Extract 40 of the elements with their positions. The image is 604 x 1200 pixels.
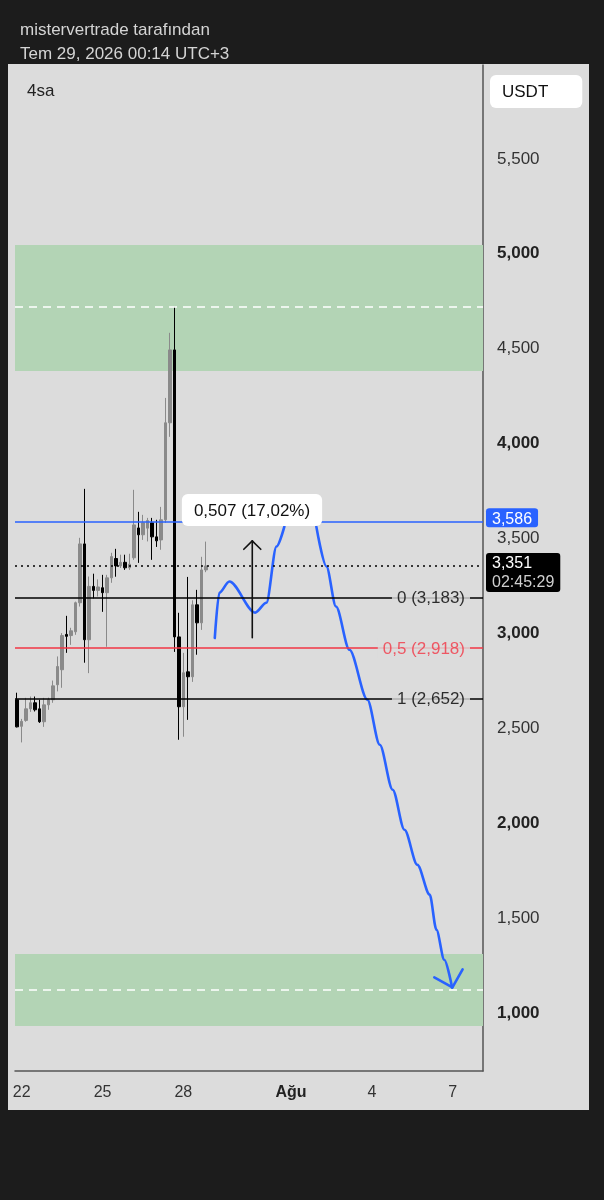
x-tick-label: 25 — [93, 1082, 112, 1100]
y-tick-label: 5,500 — [497, 148, 540, 168]
y-axis-title: USDT — [502, 82, 549, 101]
chart-title: mistervertrade tarafından — [20, 20, 210, 39]
y-tick-label: 2,500 — [497, 717, 540, 737]
candlestick — [20, 718, 23, 743]
chart-subtitle: Tem 29, 2026 00:14 UTC+3 — [20, 44, 230, 63]
x-tick-label: 4 — [367, 1082, 377, 1100]
y-tick-label: 3,000 — [497, 623, 540, 643]
candlestick — [96, 578, 100, 597]
candlestick — [137, 511, 140, 564]
x-tick-label: 28 — [174, 1082, 193, 1100]
annotation: 0,5 (2,918) — [382, 638, 465, 658]
y-tick-label: 2,000 — [497, 812, 540, 832]
candlestick — [87, 576, 91, 674]
ref-line-label: 3,351 02:45:29 — [492, 554, 555, 591]
y-tick-label: 1,000 — [497, 1002, 540, 1022]
candlestick — [191, 599, 194, 683]
y-tick-label: 4,000 — [497, 433, 540, 453]
candlestick — [150, 517, 154, 561]
candlestick — [65, 615, 68, 654]
x-tick-label: 22 — [12, 1082, 31, 1100]
y-tick-label: 4,500 — [497, 338, 540, 358]
annotation: 0 (3,183) — [396, 588, 465, 608]
y-tick-label: 5,000 — [497, 243, 540, 263]
annotation: 4sa — [27, 81, 55, 100]
candlestick — [42, 697, 46, 728]
y-tick-label: 1,500 — [497, 907, 540, 927]
y-tick-label: 3,500 — [497, 528, 540, 548]
ref-line-label: 3,586 — [492, 509, 533, 527]
candlestick — [24, 697, 28, 723]
x-tick-label: 7 — [448, 1082, 458, 1100]
candlestick — [182, 652, 185, 738]
x-tick-label: Ağu — [275, 1082, 307, 1100]
candlestick — [141, 514, 145, 541]
candlestick — [60, 632, 64, 689]
candlestick — [119, 554, 122, 569]
annotation: 1 (2,652) — [396, 689, 465, 709]
candlestick — [132, 489, 136, 561]
annotation: 0,507 (17,02%) — [193, 501, 311, 520]
